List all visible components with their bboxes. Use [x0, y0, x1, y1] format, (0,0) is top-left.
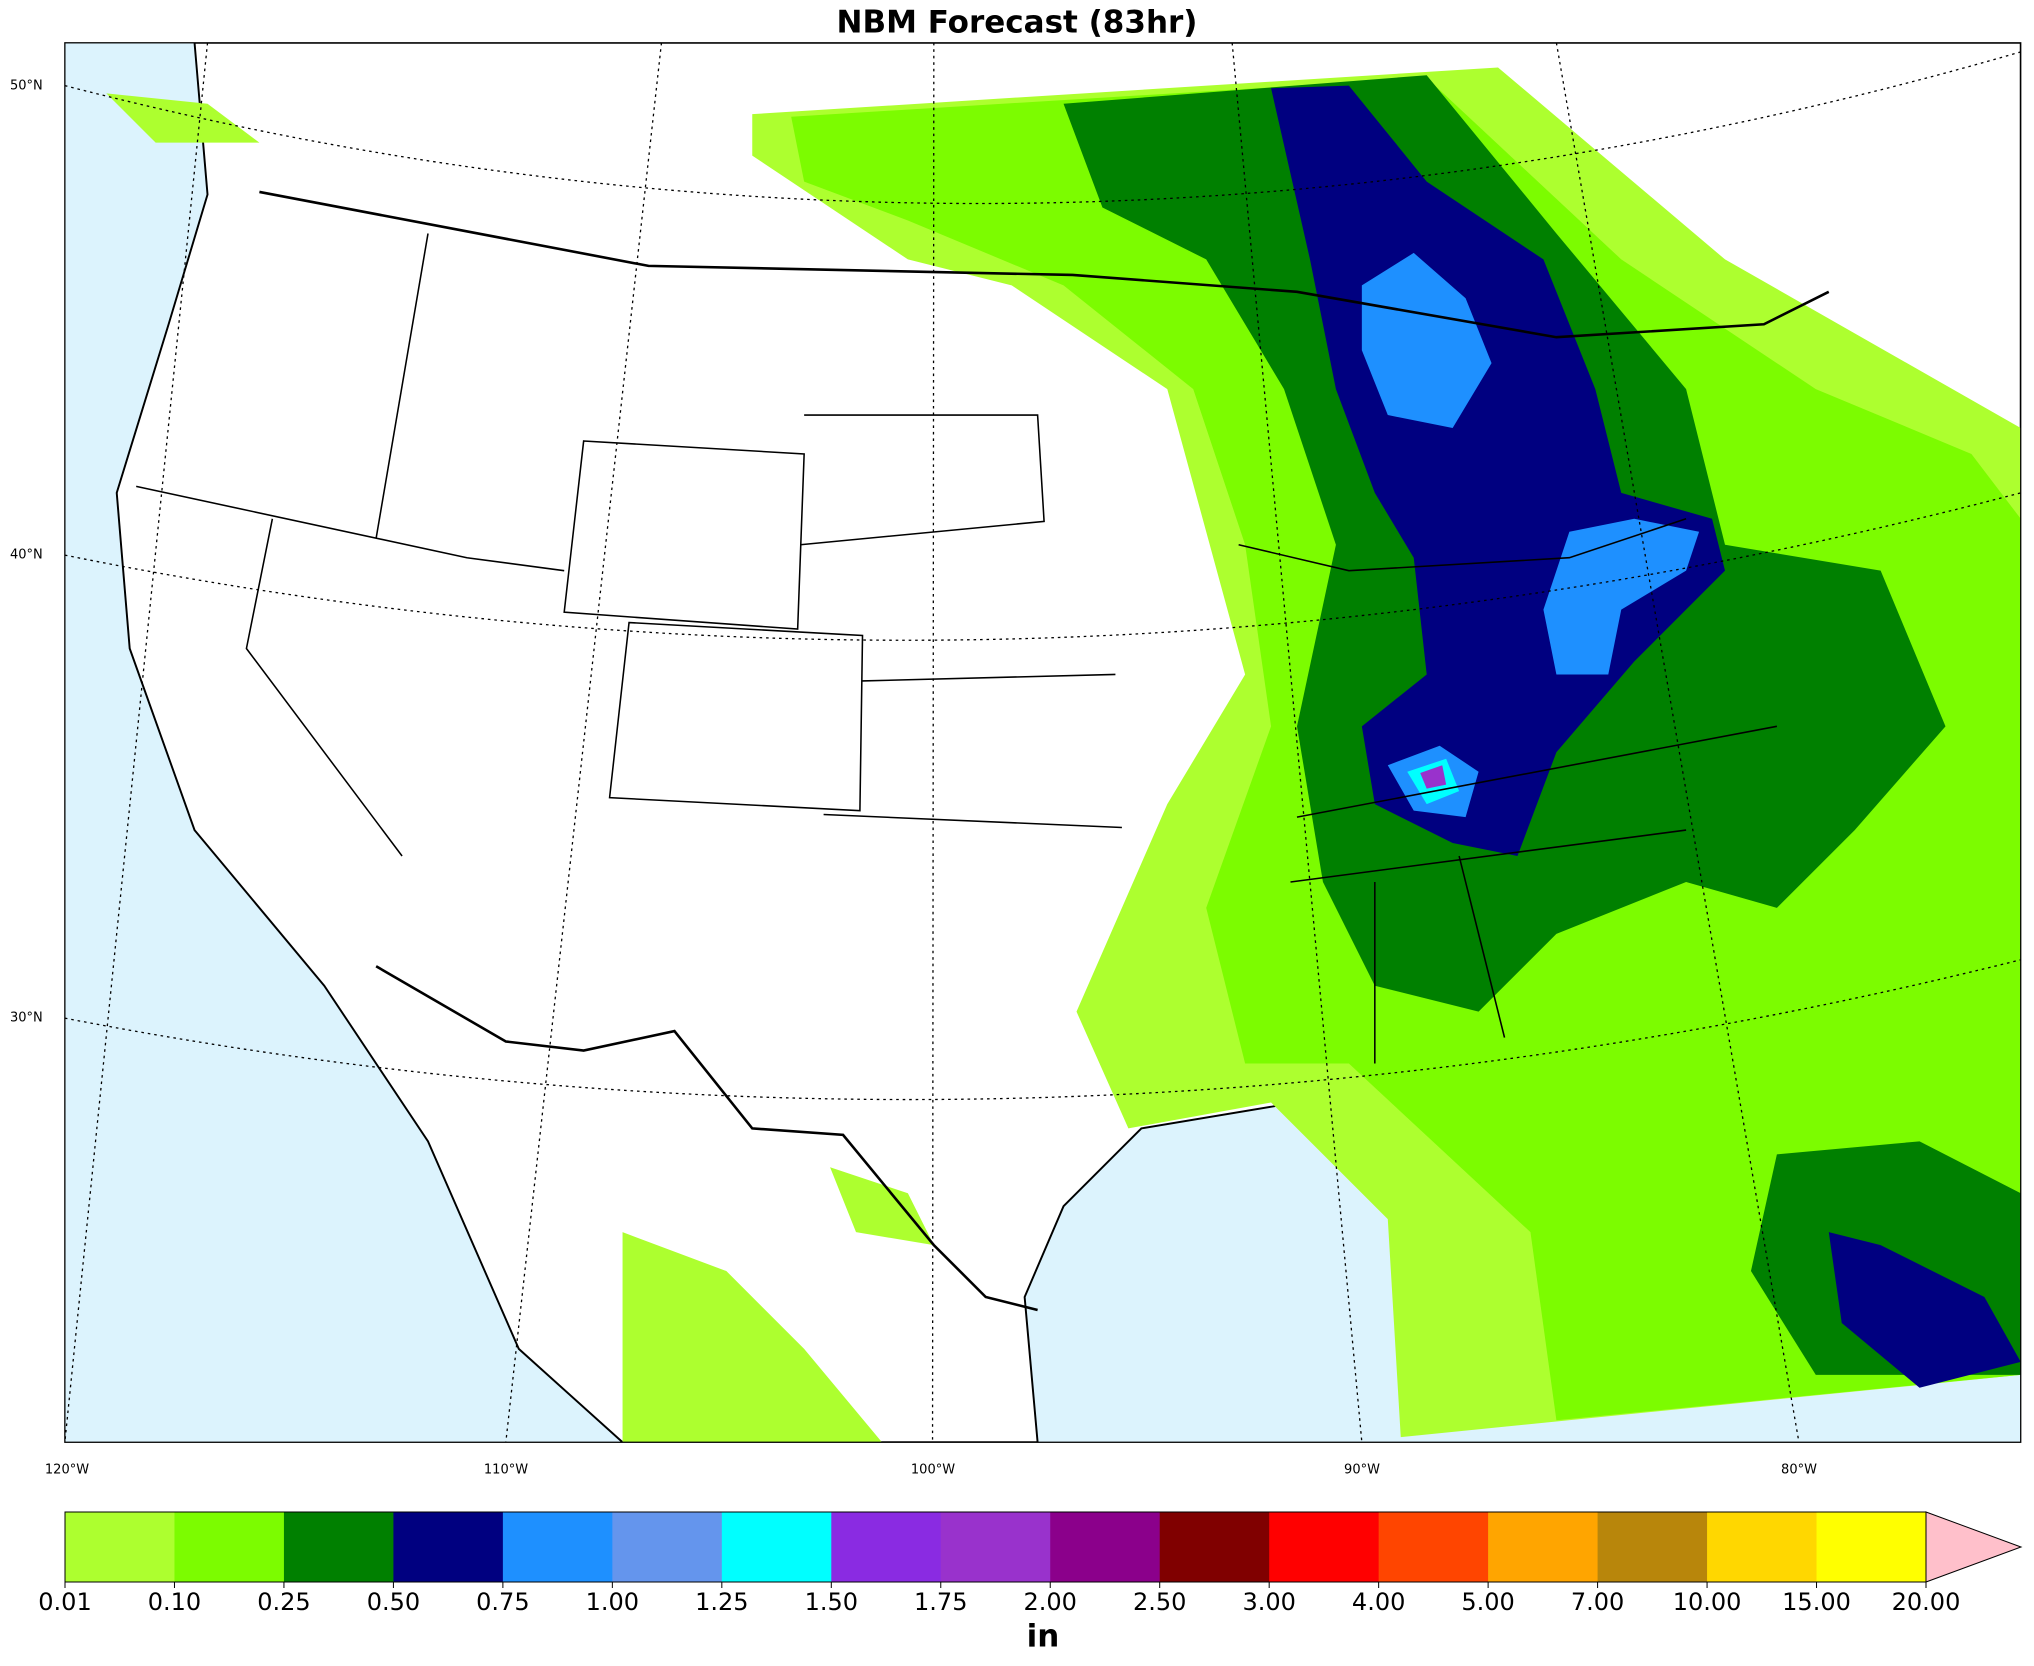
precip-blue	[1361, 252, 1700, 818]
color-box	[502, 1512, 613, 1582]
color-box	[65, 1512, 175, 1582]
lon-label: 120°W	[45, 1463, 89, 1478]
title: NBM Forecast (83hr)	[837, 5, 1198, 41]
color-box	[1269, 1512, 1380, 1582]
map	[64, 42, 2022, 1443]
colorbar-label: 1.25	[695, 1588, 748, 1616]
lat-label: 50°N	[10, 79, 43, 94]
colorbar-label: 0.50	[367, 1588, 420, 1616]
color-box	[1050, 1512, 1161, 1582]
colorbar-frame	[64, 1511, 1927, 1583]
color-box	[940, 1512, 1051, 1582]
color-box	[393, 1512, 504, 1582]
colorbar-label: 3.00	[1242, 1588, 1295, 1616]
color-box	[831, 1512, 942, 1582]
colorbar-label: 20.00	[1892, 1588, 1961, 1616]
axis-labels: 50°N 40°N 30°N 120°W 110°W 100°W 90°W 80°W	[10, 79, 1817, 1478]
lat-label: 40°N	[10, 548, 43, 563]
color-box	[1378, 1512, 1489, 1582]
colorbar-label: 0.75	[476, 1588, 529, 1616]
lon-label: 100°W	[911, 1463, 955, 1478]
colorbar-label: 2.50	[1133, 1588, 1186, 1616]
color-box	[174, 1512, 285, 1582]
state-lines	[136, 233, 1778, 1064]
precip-purple	[1420, 765, 1447, 789]
lon-label: 80°W	[1781, 1463, 1817, 1478]
map-frame	[64, 42, 2022, 1443]
colorbar-label: 1.50	[805, 1588, 858, 1616]
lon-label: 110°W	[484, 1463, 528, 1478]
extend-arrow	[1925, 1511, 2023, 1583]
color-box	[283, 1512, 394, 1582]
lat-label: 30°N	[10, 1011, 43, 1026]
colorbar-label: 15.00	[1782, 1588, 1851, 1616]
colorbar-unit: in	[1027, 1619, 1060, 1655]
colorbar-label: 1.00	[586, 1588, 639, 1616]
color-box	[1159, 1512, 1270, 1582]
color-box	[1488, 1512, 1599, 1582]
color-box	[1816, 1512, 1927, 1582]
borders	[259, 190, 1830, 1312]
colorbar-label: 0.25	[257, 1588, 310, 1616]
colorbar: 0.01 0.10 0.25 0.50 0.75 1.00 1.25 1.50 1.75 2.00…	[38, 1511, 2023, 1655]
colorbar-label: 1.75	[914, 1588, 967, 1616]
colorbar-label: 5.00	[1461, 1588, 1514, 1616]
lon-label: 90°W	[1344, 1463, 1380, 1478]
colorbar-label: 2.00	[1024, 1588, 1077, 1616]
colorbar-label: 0.01	[38, 1588, 91, 1616]
color-box	[612, 1512, 723, 1582]
color-box	[721, 1512, 832, 1582]
color-box	[1597, 1512, 1708, 1582]
colorbar-label: 10.00	[1673, 1588, 1742, 1616]
graticule	[64, 42, 2021, 1443]
colorbar-label: 4.00	[1352, 1588, 1405, 1616]
colorbar-label: 0.10	[148, 1588, 201, 1616]
colorbar-label: 7.00	[1571, 1588, 1624, 1616]
color-box	[1707, 1512, 1818, 1582]
